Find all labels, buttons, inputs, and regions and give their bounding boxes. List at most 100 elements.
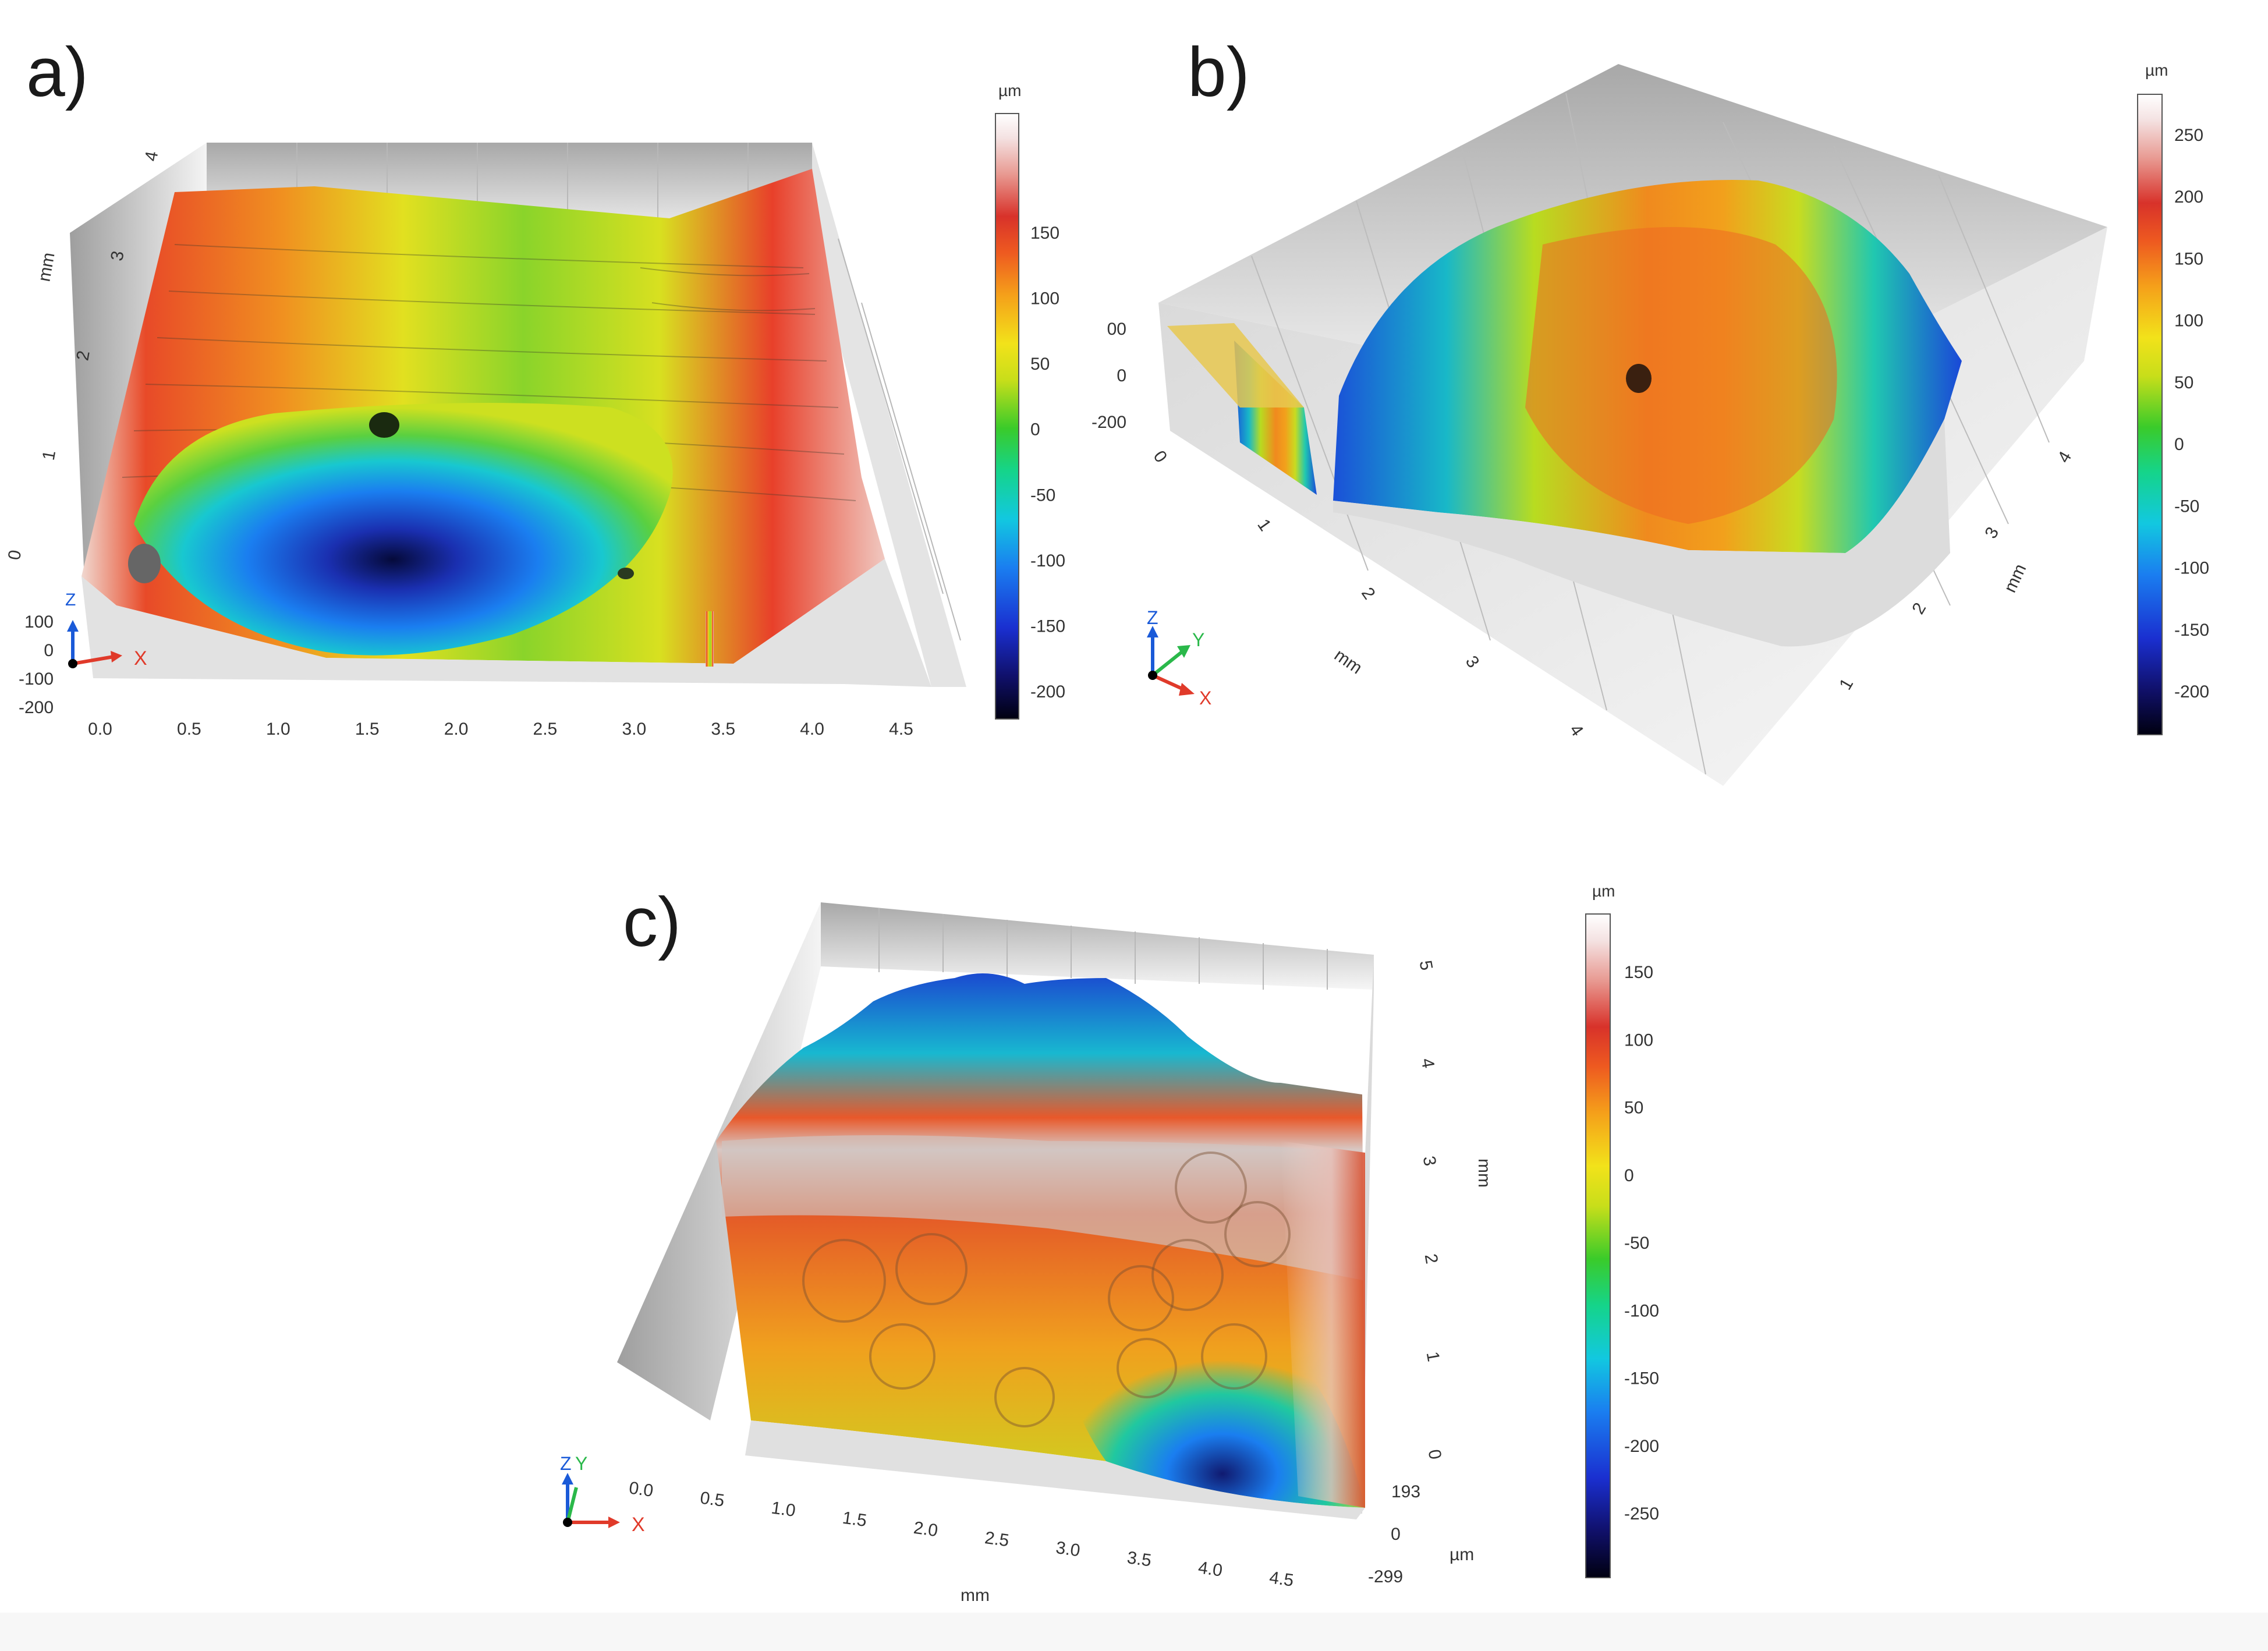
panel-c-x-tick: 3.0 bbox=[1055, 1538, 1082, 1560]
panel-c-x-tick: 3.5 bbox=[1126, 1548, 1153, 1570]
panel-b-x-axis-label: mm bbox=[1331, 646, 1366, 678]
panel-b-z-tick: 0 bbox=[1117, 366, 1126, 385]
panel-c-colorbar-tick: 50 bbox=[1624, 1099, 1643, 1118]
panel-a-z-ticks: 100 0 -100 -200 bbox=[19, 612, 54, 717]
panel-c-x-tick: 2.0 bbox=[912, 1518, 939, 1540]
panel-c-x-tick: 0.5 bbox=[699, 1488, 726, 1510]
panel-a-x-tick: 3.5 bbox=[711, 720, 735, 739]
panel-a-x-tick: 2.5 bbox=[533, 720, 558, 739]
panel-b-z-ticks: 000-200 bbox=[1092, 320, 1126, 432]
panel-a-y-tick: 2 bbox=[73, 349, 93, 362]
panel-c-x-axis-label: mm bbox=[961, 1586, 990, 1605]
panel-c-colorbar-tick: -250 bbox=[1624, 1504, 1659, 1524]
panel-c-colorbar-tick: 100 bbox=[1624, 1030, 1653, 1050]
panel-b-colorbar-tick: -50 bbox=[2174, 497, 2199, 516]
panel-c-back-wall bbox=[821, 902, 1374, 990]
panel-a-x-tick: 4.0 bbox=[800, 720, 824, 739]
panel-c-colorbar-tick: 150 bbox=[1624, 963, 1653, 982]
panel-c-x-tick: 1.5 bbox=[841, 1508, 868, 1530]
panel-b-x-tick: 1 bbox=[1253, 516, 1275, 535]
panel-c-x-ticks: 0.0 0.5 1.0 1.5 2.0 2.5 3.0 3.5 4.0 4.5 bbox=[628, 1478, 1295, 1590]
panel-c-colorbar: µm 150 100 50 0 -50 -100 -150 -200 -250 bbox=[1585, 882, 1659, 1578]
panel-a-y-tick: 1 bbox=[39, 449, 59, 462]
panel-c-colorbar-tick: -50 bbox=[1624, 1234, 1649, 1253]
panel-b-letter: b) bbox=[1188, 33, 1250, 111]
panel-c-triad-y-label: Y bbox=[575, 1453, 587, 1474]
panel-b-colorbar: µm 250 200 150 100 50 0 -50 -100 -150 -200 bbox=[2137, 61, 2209, 735]
panel-a: a) 0.0 0.5 1.0 1.5 2.0 2.5 3.0 3.5 4.0 4.5 01234 … bbox=[5, 33, 1065, 739]
panel-a-colorbar-tick: 150 bbox=[1030, 224, 1059, 243]
panel-a-colorbar-unit: µm bbox=[998, 82, 1021, 100]
panel-a-pore bbox=[618, 568, 634, 579]
panel-c-y-tick: 0 bbox=[1424, 1448, 1445, 1461]
panel-c-x-tick: 4.0 bbox=[1197, 1558, 1224, 1580]
panel-c-x-tick: 4.5 bbox=[1268, 1568, 1295, 1590]
panel-a-z-tick: 100 bbox=[24, 612, 54, 632]
panel-c-colorbar-unit: µm bbox=[1592, 882, 1615, 900]
panel-b-colorbar-tick: 250 bbox=[2174, 126, 2203, 145]
panel-b-colorbar-tick: 50 bbox=[2174, 373, 2193, 392]
panel-b-x-tick: 0 bbox=[1149, 447, 1171, 466]
panel-b-y-tick: 1 bbox=[1835, 675, 1857, 693]
panel-b-z-tick: -200 bbox=[1092, 413, 1126, 432]
panel-b-triad-z-label: Z bbox=[1147, 607, 1158, 628]
panel-c-triad-z-label: Z bbox=[560, 1453, 572, 1474]
panel-c-colorbar-tick: -100 bbox=[1624, 1301, 1659, 1320]
panel-b-y-tick: 2 bbox=[1908, 600, 1930, 618]
panel-c-scan-tracks bbox=[802, 1152, 1291, 1427]
panel-c-y-axis-label: mm bbox=[1475, 1158, 1494, 1188]
panel-c-colorbar-tick: -200 bbox=[1624, 1437, 1659, 1456]
panel-a-pore bbox=[128, 544, 161, 583]
panel-c-x-tick: 1.0 bbox=[770, 1498, 797, 1521]
panel-c-z-ticks: 193 0 -299 bbox=[1368, 1482, 1420, 1586]
panel-c-gridlines bbox=[878, 908, 1328, 990]
panel-b-colorbar-unit: µm bbox=[2145, 61, 2168, 79]
panel-b-y-tick: 4 bbox=[2054, 448, 2075, 466]
panel-b-z-tick: 00 bbox=[1107, 320, 1126, 339]
panel-b-triad-y-label: Y bbox=[1192, 629, 1204, 650]
panel-a-y-tick: 0 bbox=[5, 548, 25, 561]
panel-c-edge-band bbox=[1281, 1141, 1365, 1508]
panel-a-y-axis-label: mm bbox=[34, 251, 58, 283]
panel-a-colorbar: µm 150 100 50 0 -50 -100 -150 -200 bbox=[995, 82, 1065, 720]
panel-a-pore bbox=[369, 412, 399, 438]
panel-c: c) 0.0 0.5 1.0 1.5 2.0 2.5 3.0 3.5 4.0 4.5 0 1 2 3 4 5… bbox=[560, 882, 1659, 1605]
panel-a-colorbar-tick: -200 bbox=[1030, 682, 1065, 702]
panel-a-x-tick: 1.5 bbox=[355, 720, 380, 739]
panel-a-edge-spike bbox=[706, 611, 714, 667]
panel-a-z-tick: -200 bbox=[19, 698, 54, 717]
panel-a-x-tick: 1.0 bbox=[266, 720, 290, 739]
panel-c-y-tick: 4 bbox=[1418, 1057, 1438, 1069]
panel-a-base bbox=[81, 559, 931, 687]
panel-b-axis-triad: Z Y X bbox=[1147, 607, 1211, 708]
panel-b-colorbar-tick: 0 bbox=[2174, 435, 2184, 454]
panel-a-axis-triad: X Z bbox=[65, 590, 147, 669]
panel-b-colorbar-tick: 200 bbox=[2174, 187, 2203, 207]
panel-b-cut-face bbox=[1333, 419, 1950, 647]
panel-c-colorbar-tick: -150 bbox=[1624, 1369, 1659, 1388]
panel-b-slice-top bbox=[1167, 323, 1304, 408]
panel-c-x-tick: 0.0 bbox=[628, 1478, 654, 1500]
panel-c-x-tick: 2.5 bbox=[983, 1528, 1010, 1550]
footer-band bbox=[0, 1613, 2268, 1651]
panel-c-y-tick: 3 bbox=[1419, 1154, 1440, 1167]
panel-b-x-tick: 2 bbox=[1358, 584, 1379, 603]
panel-a-crater bbox=[134, 403, 673, 656]
panel-b-y-tick: 3 bbox=[1981, 524, 2003, 542]
panel-a-x-tick: 0.0 bbox=[88, 720, 112, 739]
panel-c-y-tick: 1 bbox=[1423, 1350, 1443, 1363]
panel-c-y-tick: 2 bbox=[1421, 1252, 1441, 1265]
panel-b-colorbar-tick: 150 bbox=[2174, 249, 2203, 268]
panel-a-z-tick: 0 bbox=[44, 641, 54, 660]
panel-c-z-tick: 0 bbox=[1391, 1525, 1401, 1544]
panel-c-z-axis-label: µm bbox=[1450, 1545, 1474, 1564]
panel-c-y-tick: 5 bbox=[1416, 959, 1436, 972]
panel-a-z-tick: -100 bbox=[19, 669, 54, 689]
panel-a-triad-z-label: Z bbox=[65, 590, 76, 610]
panel-a-letter: a) bbox=[26, 33, 88, 111]
panel-c-base bbox=[745, 1420, 1365, 1519]
panel-c-triad-x-label: X bbox=[632, 1514, 645, 1536]
panel-c-ridge-band bbox=[722, 1135, 1365, 1281]
